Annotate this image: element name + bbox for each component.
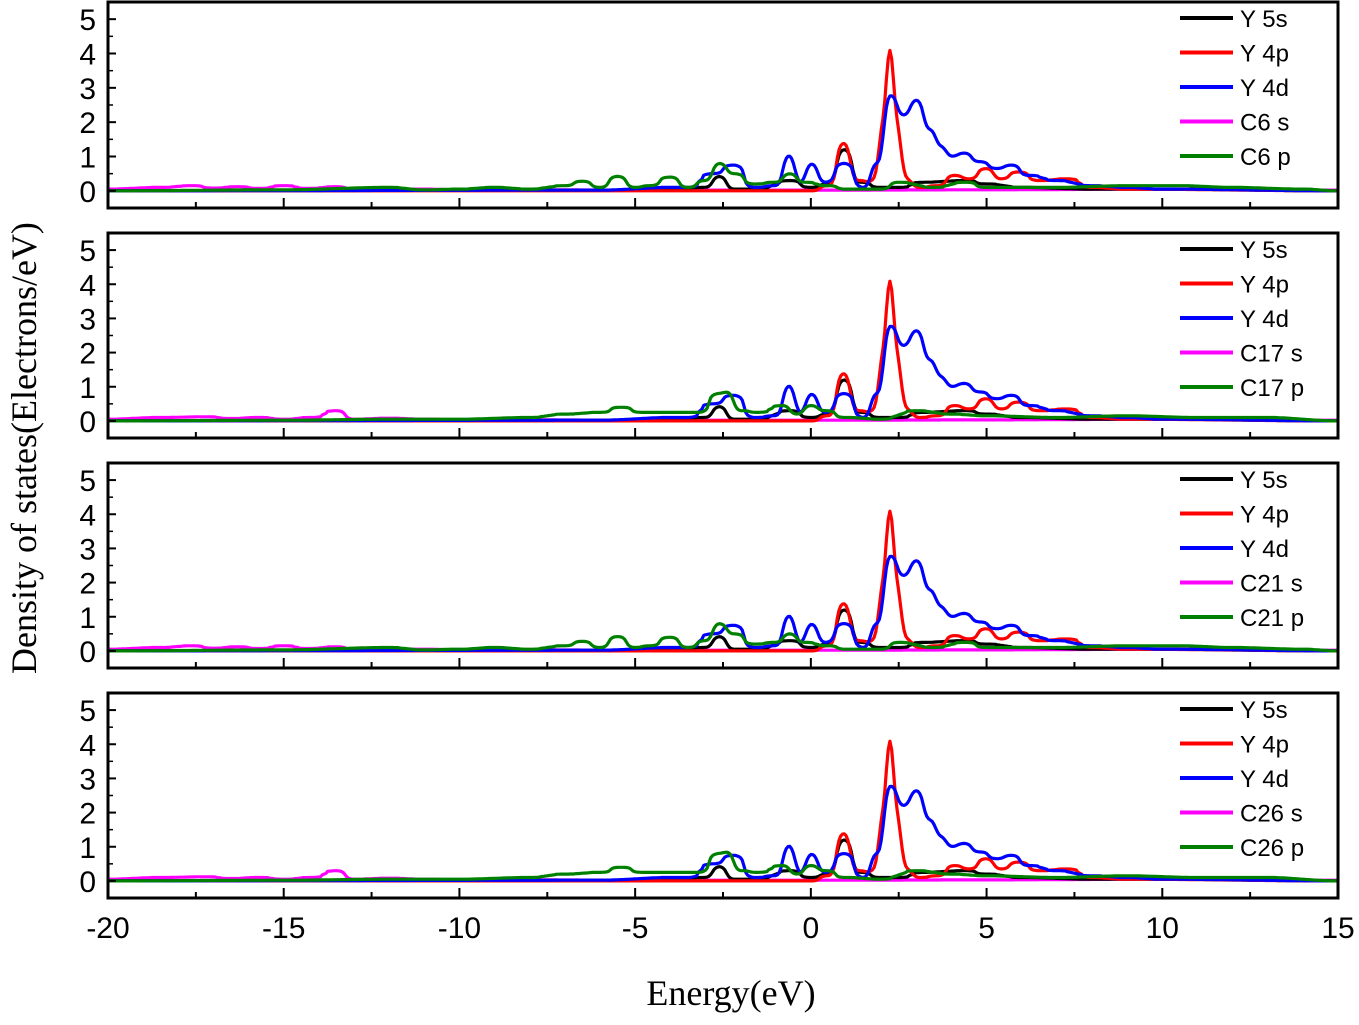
legend-label: Y 4p <box>1240 272 1289 299</box>
y-tick-label: 4 <box>79 39 96 72</box>
y-tick-label: 1 <box>79 372 96 405</box>
y-tick-label: 4 <box>79 269 96 302</box>
x-tick-label: 10 <box>1146 912 1179 945</box>
y-tick-label: 4 <box>79 729 96 762</box>
legend-label: Y 4d <box>1240 75 1289 102</box>
legend-label: Y 4p <box>1240 41 1289 68</box>
x-tick-label: -20 <box>86 912 129 945</box>
y-tick-label: 2 <box>79 107 96 140</box>
series-line-c6-p <box>108 161 1338 193</box>
y-tick-label: 2 <box>79 798 96 831</box>
x-tick-label: 0 <box>803 912 820 945</box>
legend-label: Y 5s <box>1240 697 1288 724</box>
x-tick-label: -15 <box>262 912 305 945</box>
y-tick-label: 1 <box>79 832 96 865</box>
y-tick-label: 0 <box>79 176 96 209</box>
series-line-c17-p <box>108 390 1338 423</box>
y-tick-label: 0 <box>79 406 96 439</box>
y-tick-label: 5 <box>79 695 96 728</box>
y-tick-label: 5 <box>79 465 96 498</box>
legend-label: Y 4p <box>1240 502 1289 529</box>
legend-label: Y 4d <box>1240 536 1289 563</box>
legend-label: Y 5s <box>1240 6 1288 33</box>
legend-label: C17 p <box>1240 375 1304 402</box>
legend-label: Y 5s <box>1240 467 1288 494</box>
legend-label: C21 s <box>1240 571 1303 598</box>
y-tick-label: 3 <box>79 73 96 106</box>
legend-label: C17 s <box>1240 341 1303 368</box>
legend-label: Y 4p <box>1240 732 1289 759</box>
legend-label: C21 p <box>1240 605 1304 632</box>
legend-label: C6 s <box>1240 110 1289 137</box>
legend-label: Y 4d <box>1240 766 1289 793</box>
y-tick-label: 5 <box>79 235 96 268</box>
y-tick-label: 0 <box>79 636 96 669</box>
y-tick-label: 5 <box>79 4 96 37</box>
legend-label: C26 p <box>1240 835 1304 862</box>
y-tick-label: 4 <box>79 499 96 532</box>
y-tick-label: 1 <box>79 142 96 175</box>
y-tick-label: 3 <box>79 303 96 336</box>
series-line-c21-p <box>108 622 1338 653</box>
x-axis-title: Energy(eV) <box>646 973 815 1013</box>
y-tick-label: 3 <box>79 763 96 796</box>
legend-label: Y 4d <box>1240 306 1289 333</box>
legend-label: Y 5s <box>1240 237 1288 264</box>
x-tick-label: -5 <box>622 912 649 945</box>
y-tick-label: 2 <box>79 338 96 371</box>
series-line-c26-p <box>108 850 1338 883</box>
y-tick-label: 1 <box>79 602 96 635</box>
y-axis-title: Density of states(Electrons/eV) <box>4 222 44 674</box>
y-tick-label: 3 <box>79 533 96 566</box>
x-tick-label: 15 <box>1321 912 1354 945</box>
y-tick-label: 2 <box>79 568 96 601</box>
x-tick-label: -10 <box>438 912 481 945</box>
x-tick-label: 5 <box>978 912 995 945</box>
legend-label: C6 p <box>1240 144 1291 171</box>
legend-label: C26 s <box>1240 801 1303 828</box>
y-tick-label: 0 <box>79 866 96 899</box>
